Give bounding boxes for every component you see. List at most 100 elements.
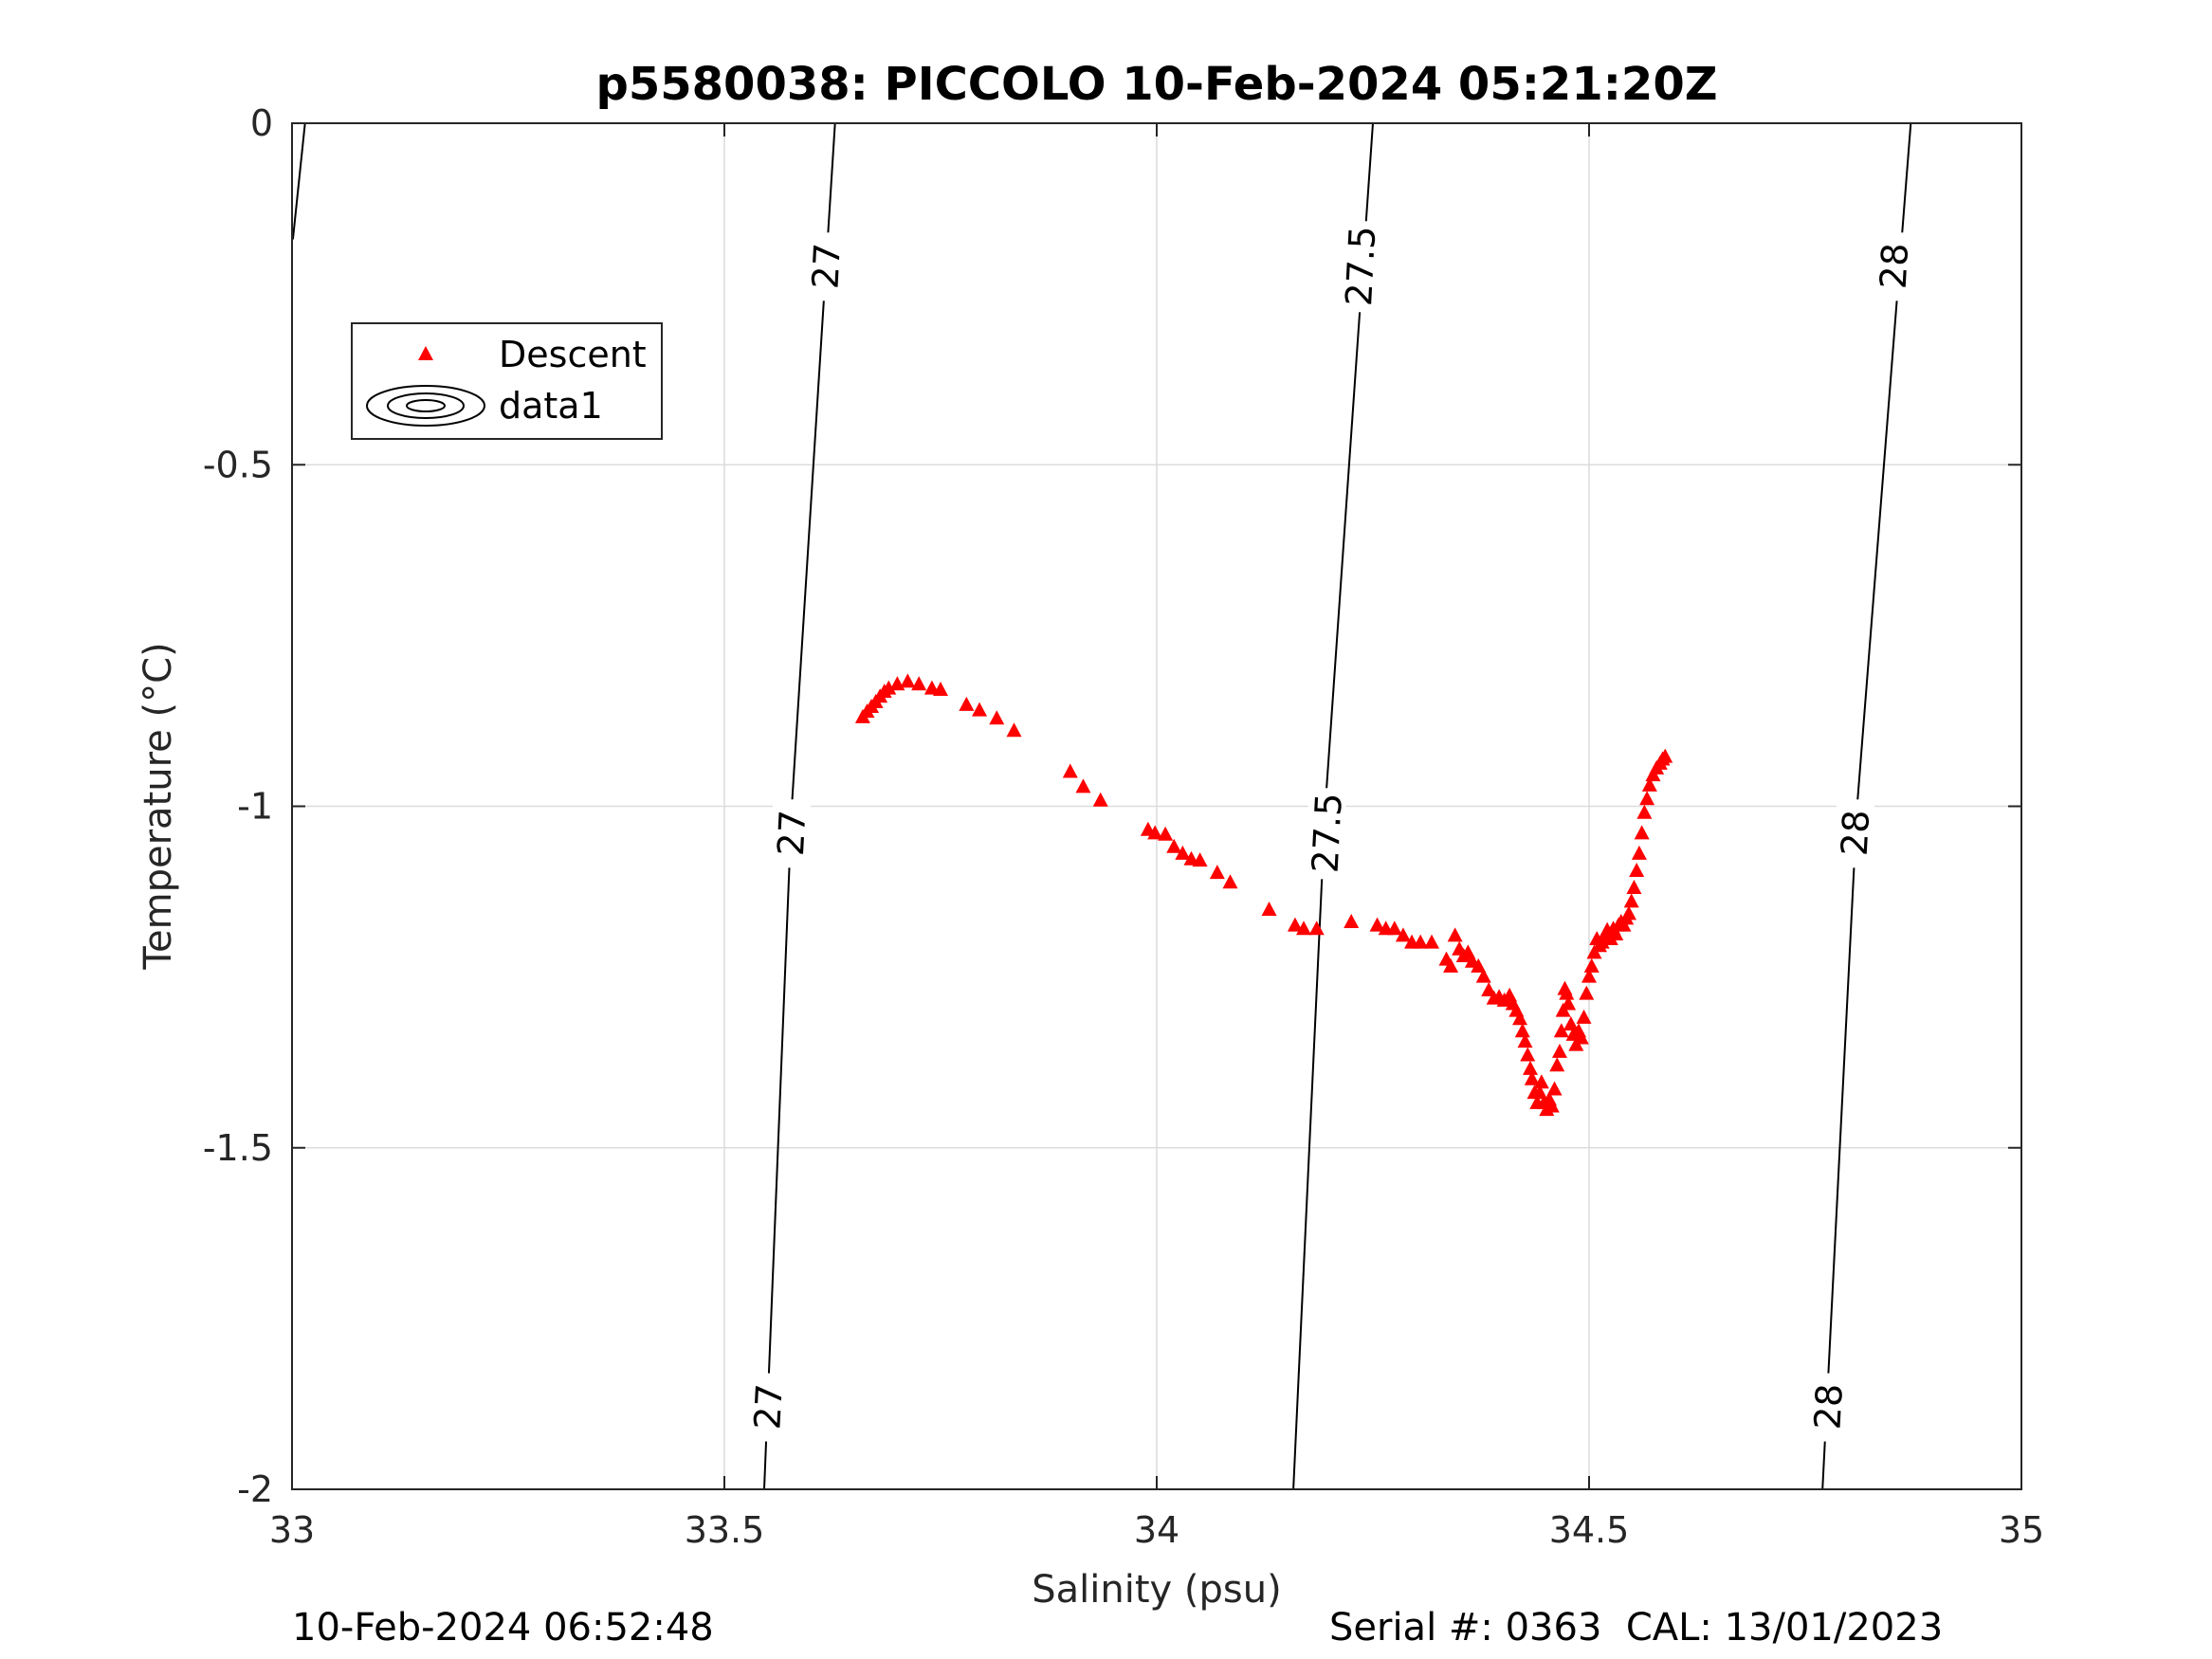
descent-point xyxy=(933,682,948,697)
legend-descent-marker xyxy=(418,346,433,360)
descent-point xyxy=(1579,985,1595,1000)
descent-point xyxy=(1623,893,1639,908)
descent-point xyxy=(972,702,988,717)
descent-point xyxy=(1287,917,1303,932)
descent-point xyxy=(1549,1057,1565,1072)
descent-point xyxy=(1639,791,1655,806)
axis-ticks: 33 33.5 34 34.5 35 0 -0.5 -1 -1.5 -2 xyxy=(203,102,2044,1551)
descent-point xyxy=(1629,862,1645,877)
contour-label-gap xyxy=(1809,1373,1848,1442)
x-tick-label: 34 xyxy=(1134,1509,1179,1551)
legend-box xyxy=(351,322,663,440)
descent-point xyxy=(1561,995,1577,1011)
descent-point xyxy=(1192,852,1208,867)
descent-point xyxy=(1369,917,1385,932)
descent-point xyxy=(1062,763,1078,778)
y-tick-label: -0.5 xyxy=(203,444,273,485)
descent-point xyxy=(959,696,975,711)
descent-point xyxy=(1576,1009,1592,1024)
descent-point xyxy=(1559,985,1575,1000)
descent-point xyxy=(1608,925,1624,940)
grid xyxy=(292,123,2021,1489)
density-contours: 27 27 27 27.5 27.5 28 28 28 xyxy=(291,122,1916,1490)
descent-point xyxy=(1524,1070,1540,1085)
y-tick-label: 0 xyxy=(250,102,273,144)
descent-point xyxy=(1634,825,1650,840)
contour-label-gap xyxy=(1836,799,1874,868)
descent-point xyxy=(1581,968,1597,983)
x-tick-label: 33.5 xyxy=(685,1509,765,1551)
descent-point xyxy=(1447,927,1463,942)
x-tick-label: 33 xyxy=(269,1509,315,1551)
contour-label: 28 xyxy=(1834,809,1877,857)
contour-label-gap xyxy=(1342,221,1380,313)
descent-point xyxy=(1413,934,1429,949)
descent-point xyxy=(1075,778,1091,793)
contour-icon xyxy=(366,385,485,427)
contour-label: 28 xyxy=(1873,242,1916,290)
descent-point xyxy=(900,673,916,688)
descent-point xyxy=(1532,1085,1548,1100)
contour-label-gap xyxy=(749,1373,788,1442)
descent-point xyxy=(1514,1023,1530,1038)
descent-point xyxy=(1520,1047,1536,1062)
descent-point xyxy=(1175,845,1191,860)
descent-point xyxy=(1344,913,1360,928)
y-tick-label: -2 xyxy=(237,1468,273,1510)
descent-point xyxy=(989,710,1005,725)
legend-descent-label: Descent xyxy=(499,334,647,375)
descent-point xyxy=(1296,921,1312,936)
contour-label-gap xyxy=(807,232,846,301)
descent-point xyxy=(1631,845,1647,860)
descent-point xyxy=(1147,825,1163,840)
serial-cal-info: Serial #: 0363 CAL: 13/01/2023 xyxy=(1329,1606,1943,1650)
descent-point xyxy=(1517,1033,1533,1048)
plot-area: 27 27 27 27.5 27.5 28 28 28 33 33.5 34 34.5 35 0 -0.5… xyxy=(203,102,2044,1551)
descent-point xyxy=(1544,1098,1560,1113)
contour-label: 27.5 xyxy=(1305,792,1350,874)
x-tick-label: 35 xyxy=(1999,1509,2044,1551)
descent-point xyxy=(1546,1081,1563,1096)
descent-point xyxy=(1006,722,1022,738)
descent-point xyxy=(1222,874,1238,889)
contour-label: 27 xyxy=(770,809,814,857)
chart-title: p5580038: PICCOLO 10-Feb-2024 05:21:20Z xyxy=(595,58,1717,111)
descent-point xyxy=(1395,927,1411,942)
y-tick-label: -1 xyxy=(237,786,273,828)
y-tick-label: -1.5 xyxy=(203,1127,273,1169)
descent-point xyxy=(1481,982,1497,997)
descent-point xyxy=(1626,879,1642,894)
contour-label-gap xyxy=(1307,788,1346,880)
descent-point xyxy=(1657,748,1673,763)
descent-point xyxy=(1533,1074,1549,1089)
x-tick-label: 34.5 xyxy=(1549,1509,1630,1551)
contour-label-gap xyxy=(773,799,812,868)
descent-point xyxy=(1583,957,1600,973)
y-axis-label: Temperature (°C) xyxy=(137,642,180,970)
descent-point xyxy=(881,680,897,695)
descent-point xyxy=(1573,1030,1589,1045)
descent-point xyxy=(1158,826,1174,841)
legend: Descent data1 xyxy=(351,322,663,440)
contour-label: 27 xyxy=(746,1383,790,1431)
timestamp: 10-Feb-2024 06:52:48 xyxy=(292,1606,714,1650)
descent-point xyxy=(1563,1016,1579,1031)
descent-point xyxy=(1308,921,1325,936)
legend-data1-label: data1 xyxy=(499,385,603,427)
descent-point xyxy=(1512,1011,1528,1026)
descent-point xyxy=(1386,921,1402,936)
contour-label: 28 xyxy=(1806,1383,1850,1431)
descent-point xyxy=(911,676,927,691)
descent-point xyxy=(1092,792,1108,807)
descent-point xyxy=(1522,1060,1538,1075)
descent-point xyxy=(1471,957,1487,973)
contour-label-gap xyxy=(1874,232,1913,301)
descent-point xyxy=(1475,968,1491,983)
descent-point xyxy=(1261,902,1277,917)
descent-point xyxy=(1636,804,1653,819)
descent-point xyxy=(1209,865,1225,880)
descent-point xyxy=(1166,838,1182,853)
descent-points xyxy=(854,673,1673,1117)
descent-point xyxy=(1424,934,1440,949)
